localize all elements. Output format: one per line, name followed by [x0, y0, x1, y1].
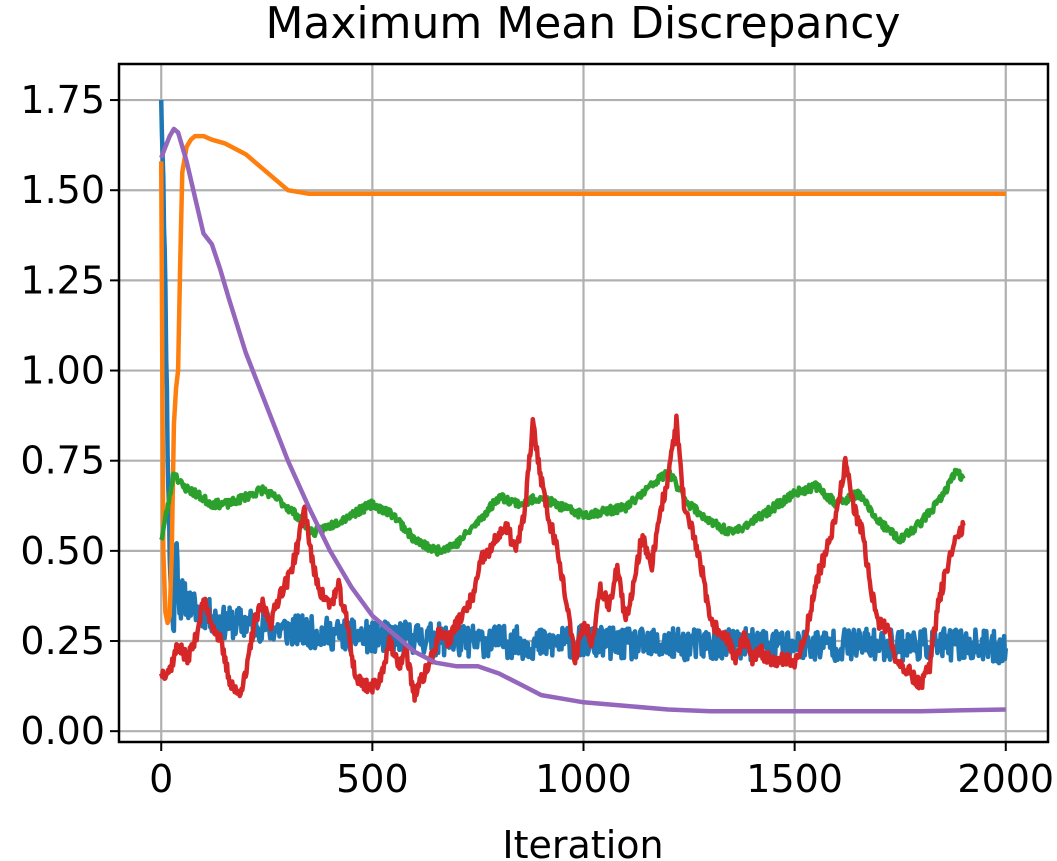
y-tick-label: 1.50 [20, 168, 105, 212]
y-axis-ticks: 0.00 0.25 0.50 0.75 1.00 1.25 1.50 1.75 [20, 78, 119, 753]
y-tick-label: 1.00 [20, 349, 105, 393]
series-line-4 [159, 413, 966, 703]
x-tick-label: 1000 [535, 757, 632, 801]
y-tick-label: 0.75 [20, 439, 105, 483]
grid-lines [119, 64, 1048, 742]
x-tick-label: 500 [336, 757, 409, 801]
y-tick-label: 0.00 [20, 709, 105, 753]
x-axis-label: Iteration [502, 823, 663, 861]
y-tick-label: 0.50 [20, 529, 105, 573]
y-tick-label: 1.75 [20, 78, 105, 122]
x-tick-label: 2000 [957, 757, 1054, 801]
x-tick-label: 1500 [746, 757, 843, 801]
x-tick-label: 0 [149, 757, 173, 801]
chart-title: Maximum Mean Discrepancy [265, 0, 900, 49]
y-tick-label: 0.25 [20, 619, 105, 663]
y-tick-label: 1.25 [20, 258, 105, 302]
series-line-5 [159, 126, 1006, 714]
x-axis-ticks: 0 500 1000 1500 2000 [149, 742, 1054, 801]
series-line-3 [159, 467, 966, 557]
series-line-2 [158, 133, 1006, 626]
series-lines [158, 100, 1009, 714]
